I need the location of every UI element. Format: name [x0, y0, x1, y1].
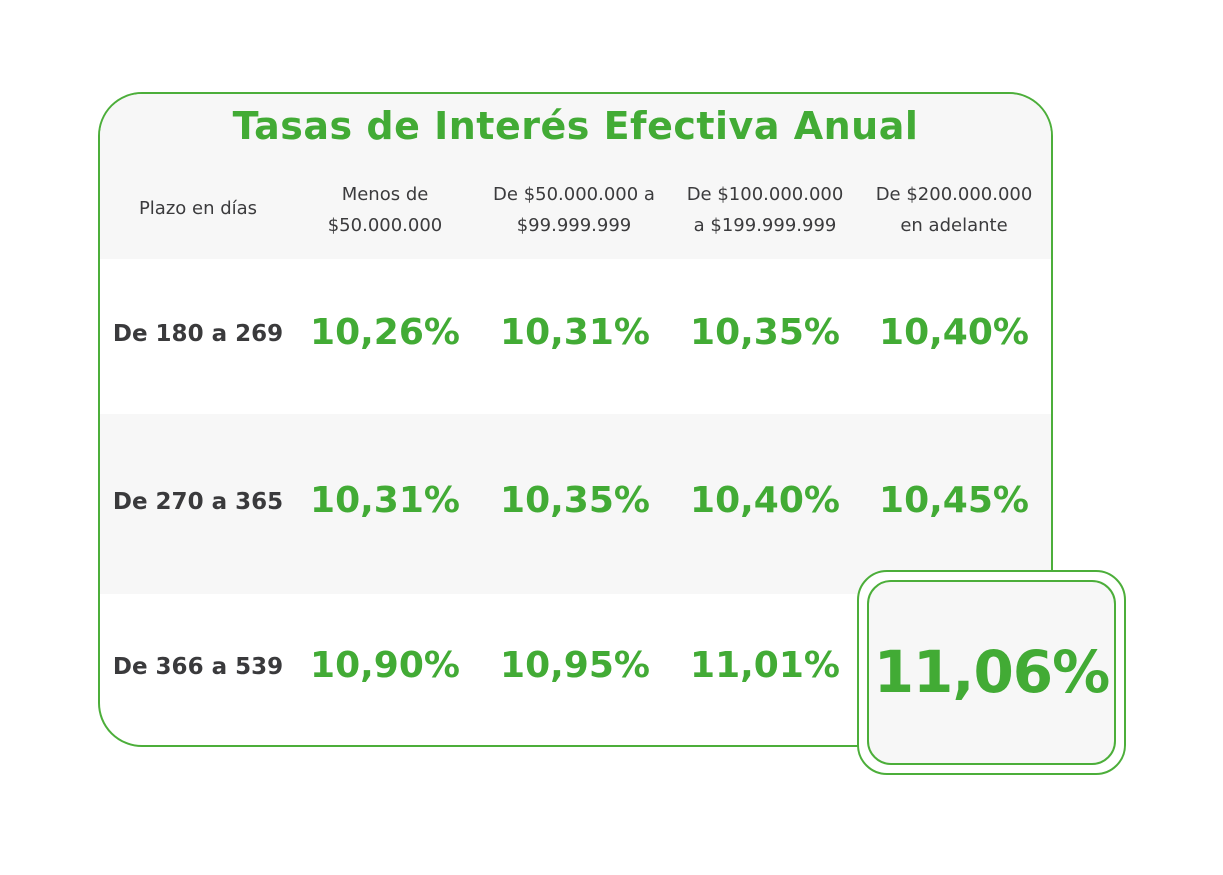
- table-row: De 180 a 269 10,26% 10,31% 10,35% 10,40%: [100, 259, 1051, 414]
- rate-cell: 10,40%: [690, 480, 840, 521]
- column-header-line: Plazo en días: [138, 198, 258, 219]
- column-header-line: De $200.000.000: [875, 184, 1033, 205]
- column-header-line: De $100.000.000: [686, 184, 844, 205]
- rate-cell: 11,01%: [690, 645, 840, 686]
- column-header-line: a $199.999.999: [693, 215, 837, 236]
- highlighted-rate: 11,06%: [873, 638, 1111, 706]
- row-label: De 180 a 269: [112, 321, 284, 347]
- column-header-line: $99.999.999: [516, 215, 632, 236]
- column-header-50m-99m: De $50.000.000 a $99.999.999: [474, 179, 674, 241]
- table-row: De 366 a 539 10,90% 10,95% 11,01%: [100, 594, 1051, 745]
- column-header-line: $50.000.000: [327, 215, 443, 236]
- rate-cell: 10,35%: [500, 480, 650, 521]
- row-label: De 366 a 539: [112, 654, 284, 680]
- rate-cell: 10,35%: [690, 312, 840, 353]
- row-label: De 270 a 365: [112, 489, 284, 515]
- rate-cell: 10,45%: [879, 480, 1029, 521]
- rate-cell: 10,31%: [310, 480, 460, 521]
- table-row: De 270 a 365 10,31% 10,35% 10,40% 10,45%: [100, 414, 1051, 594]
- column-header-plazo: Plazo en días: [100, 193, 296, 224]
- highlight-frame-inner: [867, 580, 1116, 765]
- page-title: Tasas de Interés Efectiva Anual: [232, 104, 919, 148]
- column-header-under-50m: Menos de $50.000.000: [296, 179, 474, 241]
- rate-cell: 10,31%: [500, 312, 650, 353]
- header-band: [100, 94, 1051, 259]
- rate-cell: 10,40%: [879, 312, 1029, 353]
- column-header-line: De $50.000.000 a: [493, 184, 655, 205]
- column-header-line: Menos de: [341, 184, 429, 205]
- column-header-line: en adelante: [900, 215, 1008, 236]
- rates-card: Tasas de Interés Efectiva Anual Plazo en…: [98, 92, 1053, 747]
- rate-cell: 10,90%: [310, 645, 460, 686]
- column-header-100m-199m: De $100.000.000 a $199.999.999: [670, 179, 860, 241]
- rate-cell: 10,95%: [500, 645, 650, 686]
- column-header-200m-plus: De $200.000.000 en adelante: [856, 179, 1051, 241]
- rate-cell: 10,26%: [310, 312, 460, 353]
